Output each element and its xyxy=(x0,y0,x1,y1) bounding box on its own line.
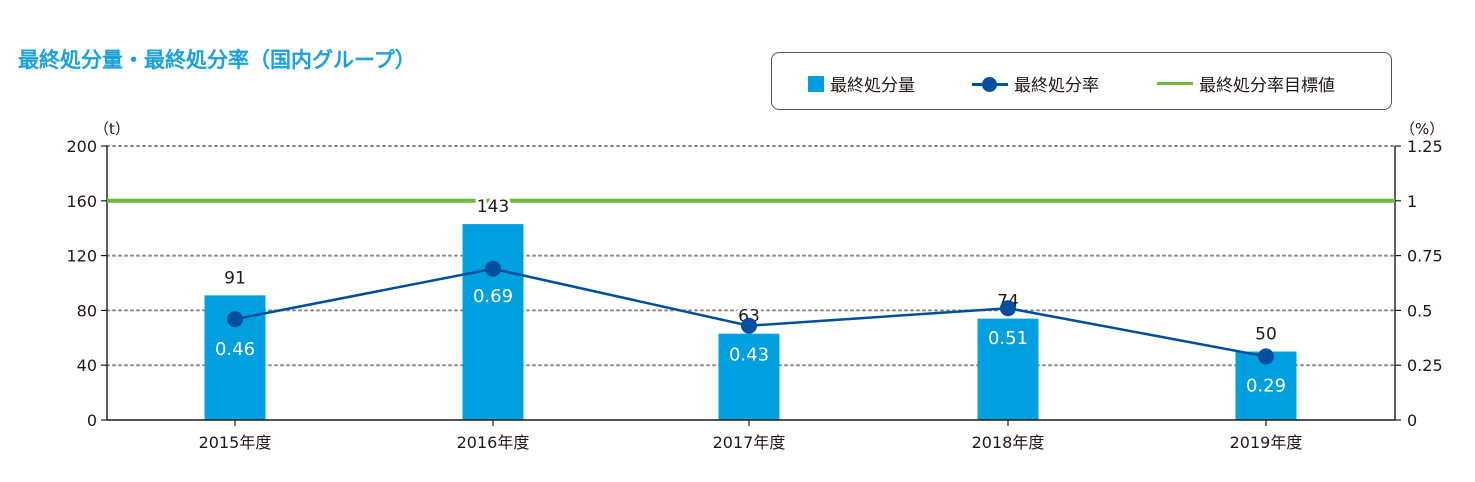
legend-item-bar: 最終処分量 xyxy=(808,71,915,96)
x-tick-label: 2016年度 xyxy=(457,433,530,452)
bar-final-disposal-amount xyxy=(462,224,524,420)
rate-point xyxy=(227,311,243,328)
legend-item-target: 最終処分率目標値 xyxy=(1157,71,1335,96)
chart-legend: 最終処分量 最終処分率 最終処分率目標値 xyxy=(771,52,1392,110)
right-tick-label: 0.25 xyxy=(1407,356,1443,375)
right-tick-label: 0.5 xyxy=(1407,301,1432,320)
rate-value-label: 0.43 xyxy=(729,345,769,366)
legend-target-label: 最終処分率目標値 xyxy=(1199,76,1335,96)
left-tick-label: 0 xyxy=(87,411,97,430)
right-tick-label: 1.25 xyxy=(1407,137,1443,156)
legend-line-swatch xyxy=(972,76,1008,92)
x-tick-label: 2015年度 xyxy=(199,433,272,452)
rate-value-label: 0.69 xyxy=(473,286,513,307)
x-tick-label: 2019年度 xyxy=(1230,433,1303,452)
rate-point xyxy=(741,317,757,334)
right-axis-unit: （%） xyxy=(1400,120,1444,138)
left-tick-label: 40 xyxy=(77,356,97,375)
rate-point xyxy=(1258,348,1274,365)
left-tick-label: 120 xyxy=(66,247,97,266)
rate-point xyxy=(1000,300,1016,317)
legend-line-label: 最終処分率 xyxy=(1014,76,1099,96)
rate-value-label: 0.29 xyxy=(1246,375,1286,396)
bar-value-label: 91 xyxy=(224,268,246,288)
rate-value-label: 0.46 xyxy=(215,339,255,360)
x-tick-label: 2017年度 xyxy=(713,433,786,452)
right-tick-label: 0 xyxy=(1407,411,1417,430)
legend-bar-swatch xyxy=(808,75,824,92)
legend-bar-label: 最終処分量 xyxy=(830,76,915,96)
legend-target-swatch xyxy=(1157,82,1193,85)
bar-final-disposal-amount xyxy=(977,318,1039,420)
right-tick-label: 0.75 xyxy=(1407,247,1443,266)
left-axis-unit: （t） xyxy=(94,120,130,138)
rate-value-label: 0.51 xyxy=(988,328,1028,349)
bar-value-label: 50 xyxy=(1255,325,1277,345)
bar-value-label: 143 xyxy=(477,197,509,217)
right-tick-label: 1 xyxy=(1407,192,1417,211)
left-tick-label: 160 xyxy=(66,192,97,211)
bar-final-disposal-amount xyxy=(718,333,780,420)
legend-item-line: 最終処分率 xyxy=(972,71,1099,96)
rate-point xyxy=(485,260,501,277)
left-tick-label: 80 xyxy=(77,301,97,320)
chart-title: 最終処分量・最終処分率（国内グループ） xyxy=(18,48,416,72)
x-tick-label: 2018年度 xyxy=(972,433,1045,452)
left-tick-label: 200 xyxy=(66,137,97,156)
